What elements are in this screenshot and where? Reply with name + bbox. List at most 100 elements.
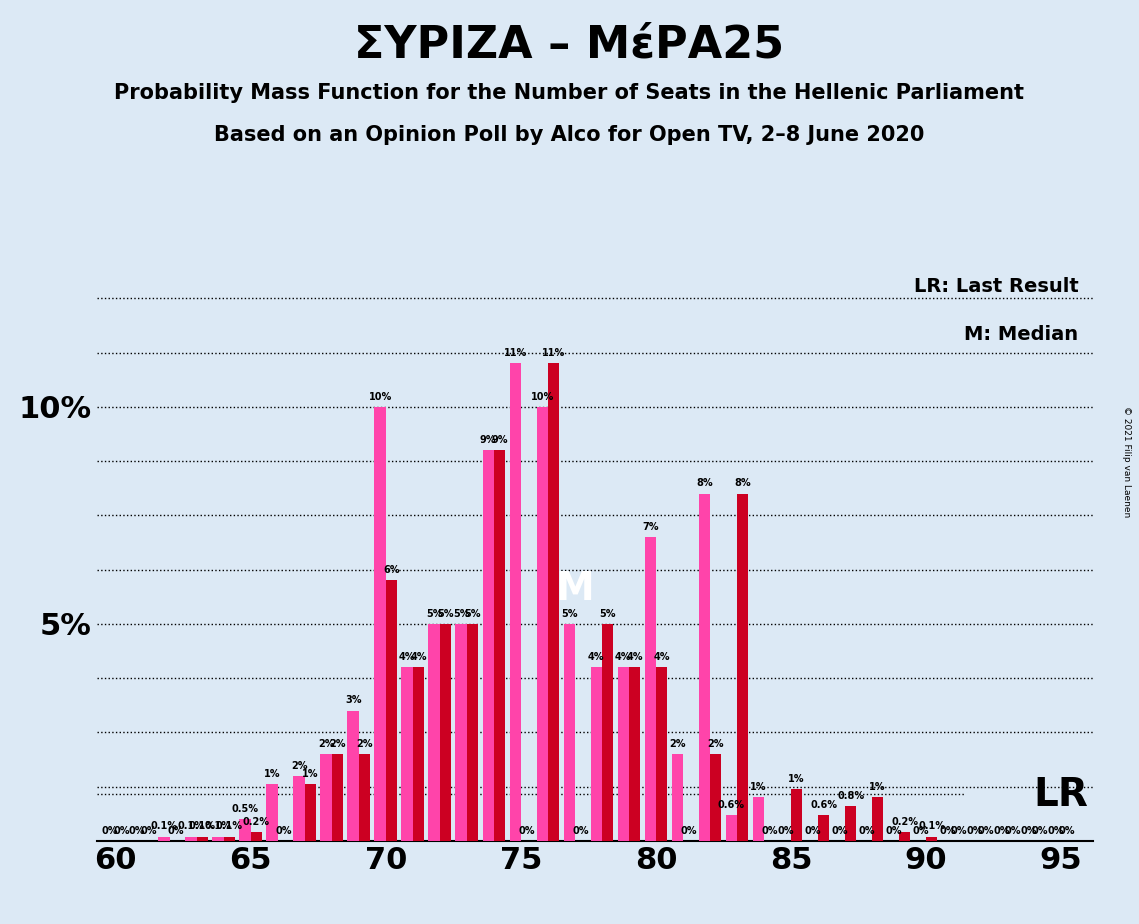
Text: © 2021 Filip van Laenen: © 2021 Filip van Laenen — [1122, 407, 1131, 517]
Text: 0%: 0% — [761, 826, 778, 835]
Text: 4%: 4% — [399, 652, 416, 662]
Text: 4%: 4% — [615, 652, 631, 662]
Text: 0.2%: 0.2% — [243, 817, 270, 827]
Bar — [590, 667, 601, 841]
Text: 1%: 1% — [264, 769, 280, 779]
Bar — [845, 806, 857, 841]
Bar — [753, 797, 764, 841]
Bar — [359, 754, 370, 841]
Bar — [267, 784, 278, 841]
Bar — [347, 711, 359, 841]
Bar — [158, 836, 170, 841]
Text: 1%: 1% — [788, 773, 805, 784]
Bar — [629, 667, 640, 841]
Text: 0%: 0% — [950, 826, 967, 835]
Bar — [698, 493, 710, 841]
Bar — [412, 667, 424, 841]
Text: 0%: 0% — [966, 826, 983, 835]
Text: 9%: 9% — [491, 435, 508, 445]
Bar — [456, 624, 467, 841]
Bar — [483, 450, 494, 841]
Text: 6%: 6% — [383, 565, 400, 576]
Bar — [617, 667, 629, 841]
Text: 4%: 4% — [626, 652, 642, 662]
Text: 0.2%: 0.2% — [891, 817, 918, 827]
Bar — [656, 667, 667, 841]
Text: 11%: 11% — [503, 348, 527, 359]
Text: 2%: 2% — [707, 739, 724, 748]
Bar — [401, 667, 412, 841]
Text: Probability Mass Function for the Number of Seats in the Hellenic Parliament: Probability Mass Function for the Number… — [115, 83, 1024, 103]
Text: 0%: 0% — [1047, 826, 1064, 835]
Bar — [818, 815, 829, 841]
Text: 0.1%: 0.1% — [216, 821, 243, 832]
Text: 10%: 10% — [369, 392, 392, 402]
Text: 0%: 0% — [939, 826, 956, 835]
Text: 0.6%: 0.6% — [718, 799, 745, 809]
Text: 0%: 0% — [1005, 826, 1021, 835]
Text: 11%: 11% — [542, 348, 565, 359]
Text: ΣΥΡΙΖΑ – ΜέΡΑ25: ΣΥΡΙΖΑ – ΜέΡΑ25 — [354, 23, 785, 67]
Bar — [645, 537, 656, 841]
Text: 0%: 0% — [129, 826, 146, 835]
Text: 0%: 0% — [572, 826, 589, 835]
Bar — [375, 407, 386, 841]
Bar — [737, 493, 748, 841]
Bar — [509, 363, 521, 841]
Text: 4%: 4% — [410, 652, 427, 662]
Text: 5%: 5% — [426, 609, 442, 619]
Text: 0.8%: 0.8% — [837, 791, 865, 801]
Bar — [239, 820, 251, 841]
Bar — [428, 624, 440, 841]
Text: 4%: 4% — [588, 652, 605, 662]
Bar — [212, 836, 223, 841]
Text: 0%: 0% — [993, 826, 1009, 835]
Text: 0.6%: 0.6% — [810, 799, 837, 809]
Text: 2%: 2% — [357, 739, 372, 748]
Text: 9%: 9% — [480, 435, 497, 445]
Bar — [223, 836, 235, 841]
Text: 0%: 0% — [858, 826, 875, 835]
Bar — [331, 754, 343, 841]
Text: 2%: 2% — [318, 739, 335, 748]
Bar — [294, 776, 305, 841]
Bar — [251, 833, 262, 841]
Bar — [305, 784, 317, 841]
Bar — [899, 833, 910, 841]
Text: 0%: 0% — [140, 826, 157, 835]
Text: 0%: 0% — [101, 826, 118, 835]
Bar — [726, 815, 737, 841]
Text: 0%: 0% — [113, 826, 130, 835]
Text: 0%: 0% — [276, 826, 292, 835]
Text: 0.5%: 0.5% — [231, 804, 259, 814]
Text: 8%: 8% — [696, 479, 713, 489]
Text: 0%: 0% — [167, 826, 183, 835]
Text: 5%: 5% — [599, 609, 616, 619]
Text: 0%: 0% — [912, 826, 928, 835]
Bar — [186, 836, 197, 841]
Bar — [467, 624, 478, 841]
Bar — [672, 754, 683, 841]
Bar — [790, 789, 802, 841]
Bar — [197, 836, 208, 841]
Bar — [548, 363, 559, 841]
Text: 1%: 1% — [869, 783, 886, 792]
Text: 7%: 7% — [642, 522, 658, 532]
Bar — [872, 797, 884, 841]
Bar — [710, 754, 721, 841]
Text: Based on an Opinion Poll by Alco for Open TV, 2–8 June 2020: Based on an Opinion Poll by Alco for Ope… — [214, 125, 925, 145]
Text: M: M — [556, 570, 595, 608]
Text: 2%: 2% — [290, 760, 308, 771]
Text: LR: Last Result: LR: Last Result — [913, 276, 1079, 296]
Text: LR: LR — [1033, 776, 1088, 814]
Text: 0.1%: 0.1% — [189, 821, 216, 832]
Text: 2%: 2% — [329, 739, 346, 748]
Text: 0%: 0% — [1032, 826, 1048, 835]
Bar — [494, 450, 506, 841]
Text: M: Median: M: Median — [965, 325, 1079, 345]
Bar — [386, 580, 398, 841]
Text: 5%: 5% — [453, 609, 469, 619]
Text: 0%: 0% — [885, 826, 902, 835]
Text: 0.1%: 0.1% — [150, 821, 178, 832]
Bar — [440, 624, 451, 841]
